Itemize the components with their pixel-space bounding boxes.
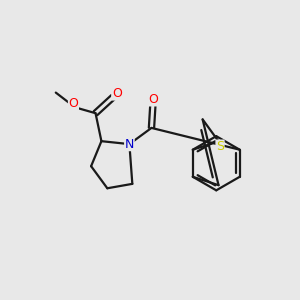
Text: O: O [68,97,78,110]
Text: O: O [112,87,122,100]
Text: N: N [125,138,134,151]
Text: O: O [148,93,158,106]
Text: S: S [216,140,224,153]
